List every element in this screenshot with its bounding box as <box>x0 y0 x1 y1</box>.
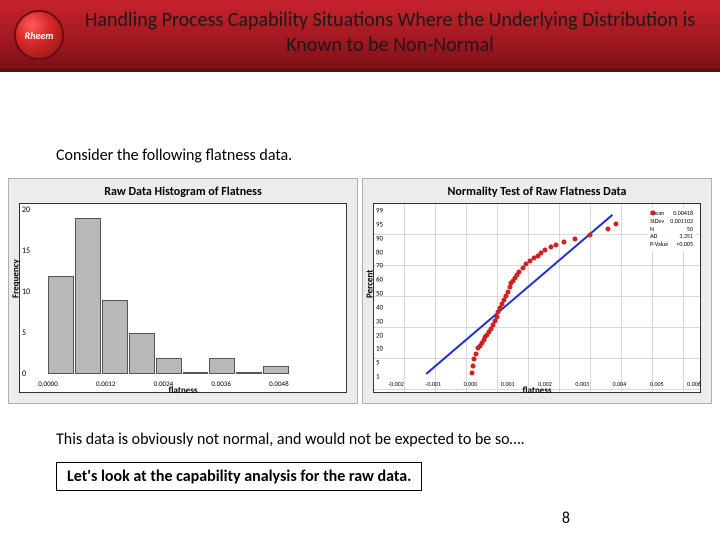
conclusion-text: This data is obviously not normal, and w… <box>56 430 525 449</box>
histogram-bar <box>209 358 235 374</box>
qqplot-plot: Percent flatness Mean0.00418StDev0.00110… <box>373 203 701 393</box>
callout-box: Let's look at the capability analysis fo… <box>56 462 422 491</box>
histogram-bar <box>48 276 74 374</box>
qqplot-point <box>548 245 553 250</box>
histogram-plot: Frequency flatness 051015200.00000.00120… <box>19 203 347 393</box>
qqplot-point <box>561 239 566 244</box>
qqplot-stat-row: P-Value<0.005 <box>650 241 693 249</box>
histogram-bar <box>263 366 289 374</box>
qqplot-point <box>471 363 476 368</box>
qqplot-point <box>543 248 548 253</box>
charts-row: Raw Data Histogram of Flatness Frequency… <box>8 178 712 404</box>
qqplot-point <box>470 370 475 375</box>
brand-logo: Rheem <box>14 10 64 60</box>
qqplot-point <box>613 221 618 226</box>
page-number: 8 <box>562 509 570 528</box>
histogram-bar <box>183 372 209 374</box>
histogram-panel: Raw Data Histogram of Flatness Frequency… <box>8 178 358 404</box>
brand-logo-text: Rheem <box>25 29 54 42</box>
slide-title: Handling Process Capability Situations W… <box>80 8 700 58</box>
qqplot-point <box>520 266 525 271</box>
qqplot-point <box>472 357 477 362</box>
histogram-title: Raw Data Histogram of Flatness <box>19 185 347 199</box>
qqplot-point <box>651 211 656 216</box>
histogram-bar <box>129 333 155 374</box>
qqplot-panel: Normality Test of Raw Flatness Data Perc… <box>362 178 712 404</box>
qqplot-point <box>606 227 611 232</box>
header-band: Rheem Handling Process Capability Situat… <box>0 0 720 72</box>
histogram-ylabel: Frequency <box>11 259 22 298</box>
qqplot-point <box>587 232 592 237</box>
histogram-bar <box>102 300 128 374</box>
qqplot-point <box>474 351 479 356</box>
histogram-bar <box>75 218 101 374</box>
qqplot-point <box>516 270 521 275</box>
histogram-bar <box>156 358 182 374</box>
qqplot-point <box>554 242 559 247</box>
qqplot-title: Normality Test of Raw Flatness Data <box>373 185 701 199</box>
intro-text: Consider the following flatness data. <box>56 146 292 165</box>
qqplot-ylabel: Percent <box>365 270 376 298</box>
qqplot-point <box>572 237 577 242</box>
histogram-bar <box>236 372 262 374</box>
qqplot-reference-line <box>425 214 612 374</box>
